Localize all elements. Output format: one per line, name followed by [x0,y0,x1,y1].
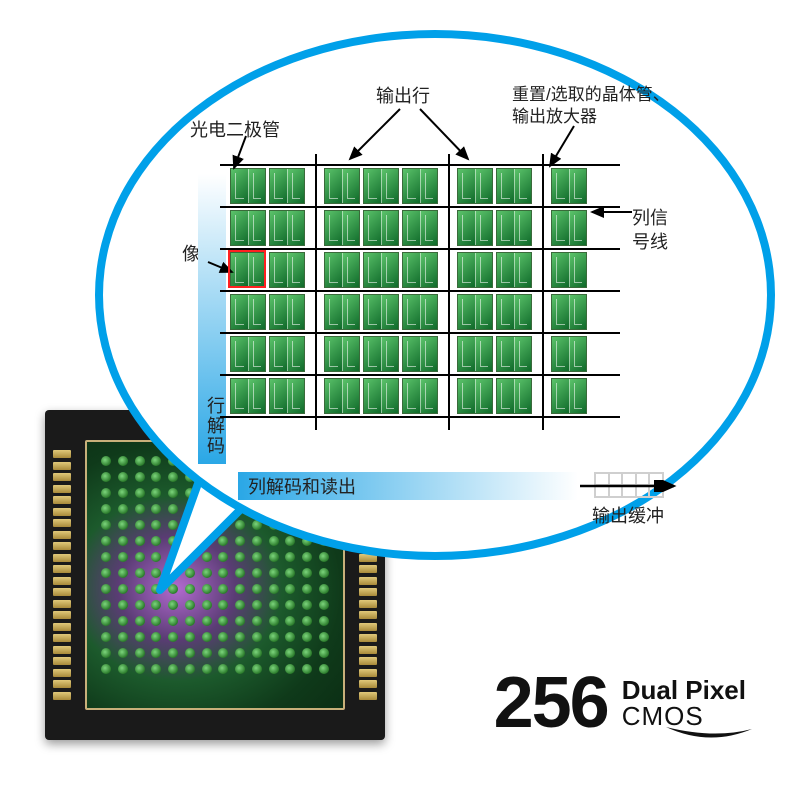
pixel-pair [496,378,532,414]
pixel-pair [324,252,360,288]
pixel-highlight [228,250,266,288]
pixel-pair [457,378,493,414]
pixel-pair [496,252,532,288]
pixel-pair [363,210,399,246]
pixel-pair [363,168,399,204]
pixel-pair [551,210,587,246]
pixel-pair [363,336,399,372]
pixel-pair [363,252,399,288]
chip-pads-left [53,450,71,700]
pixel-pair [457,294,493,330]
pixel-pair [324,294,360,330]
col-decode-bar: 列解码和读出 [238,472,578,500]
pixel-pair [496,210,532,246]
pixel-array-diagram: 光电二极管 输出行 重置/选取的晶体管、 输出放大器 像元 列信 号线 [190,110,690,510]
pixel-grid [230,168,590,420]
pixel-pair [402,210,438,246]
logo-swoosh-icon [664,725,754,743]
pixel-pair [269,294,305,330]
pixel-pair [269,336,305,372]
pixel-pair [551,252,587,288]
pixel-pair [363,378,399,414]
label-colsig-l1: 列信 [632,204,668,230]
logo-number: 256 [494,662,608,744]
label-colsig-l2: 号线 [632,228,668,254]
pixel-pair [551,168,587,204]
col-decode-label: 列解码和读出 [248,473,356,499]
pixel-pair [402,294,438,330]
diagram-root: 光电二极管 输出行 重置/选取的晶体管、 输出放大器 像元 列信 号线 [0,0,800,800]
pixel-pair [230,210,266,246]
pixel-pair [496,168,532,204]
pixel-pair [457,210,493,246]
pixel-pair [324,336,360,372]
pixel-pair [402,378,438,414]
pixel-pair [324,210,360,246]
arrow-output-rows [340,104,480,164]
pixel-pair [496,294,532,330]
logo-line1: Dual Pixel [622,677,746,703]
pixel-pair [269,378,305,414]
arrow-transistor [544,124,594,172]
product-logo: 256 Dual Pixel CMOS [494,662,746,744]
pixel-pair [496,336,532,372]
pixel-pair [402,252,438,288]
pixel-pair [457,336,493,372]
pixel-pair [324,378,360,414]
pixel-pair [363,294,399,330]
pixel-pair [551,294,587,330]
pixel-pair [230,336,266,372]
pixel-pair [230,378,266,414]
arrow-colsig [588,198,634,224]
output-arrow [580,480,680,492]
row-decode-bar: 行解码 [198,174,226,464]
pixel-pair [551,336,587,372]
pixel-pair [324,168,360,204]
pixel-pair [269,168,305,204]
pixel-pair [269,210,305,246]
pixel-pair [230,294,266,330]
pixel-pair [269,252,305,288]
pixel-pair [402,168,438,204]
pixel-pair [402,336,438,372]
pixel-pair [457,168,493,204]
pixel-pair [551,378,587,414]
row-decode-label: 行解码 [202,396,228,456]
label-output-buffer: 输出缓冲 [592,502,664,528]
pixel-pair [457,252,493,288]
arrow-photodiode [226,134,266,174]
